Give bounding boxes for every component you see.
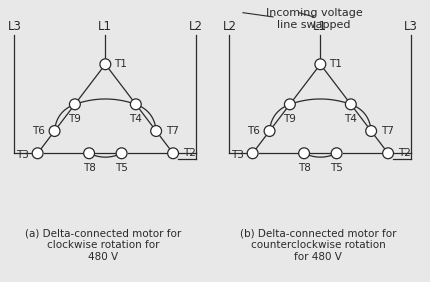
Circle shape: [331, 148, 342, 159]
Circle shape: [130, 99, 141, 110]
Text: T7: T7: [166, 126, 179, 136]
Text: L3: L3: [7, 20, 22, 33]
Text: T1: T1: [114, 59, 127, 69]
Text: T1: T1: [329, 59, 342, 69]
Circle shape: [49, 125, 60, 136]
Text: L1: L1: [313, 20, 327, 33]
Circle shape: [151, 125, 162, 136]
Text: T5: T5: [330, 163, 343, 173]
Circle shape: [70, 99, 80, 110]
Text: T8: T8: [83, 163, 95, 173]
Text: T9: T9: [283, 114, 296, 124]
Text: L2: L2: [222, 20, 236, 33]
Circle shape: [32, 148, 43, 159]
Text: T3: T3: [231, 150, 244, 160]
Text: (b) Delta-connected motor for
counterclockwise rotation
for 480 V: (b) Delta-connected motor for counterclo…: [240, 228, 396, 262]
Circle shape: [116, 148, 127, 159]
Circle shape: [345, 99, 356, 110]
Text: T6: T6: [32, 126, 45, 136]
Circle shape: [383, 148, 393, 159]
Text: T2: T2: [183, 148, 196, 158]
Circle shape: [168, 148, 178, 159]
Circle shape: [366, 125, 377, 136]
Circle shape: [84, 148, 95, 159]
Text: L3: L3: [404, 20, 418, 33]
Text: L1: L1: [98, 20, 112, 33]
Circle shape: [100, 59, 111, 70]
Circle shape: [264, 125, 275, 136]
Text: T5: T5: [115, 163, 128, 173]
Text: Incoming voltage
line swapped: Incoming voltage line swapped: [265, 8, 362, 30]
Text: T8: T8: [298, 163, 310, 173]
Text: T4: T4: [344, 114, 357, 124]
Text: L2: L2: [189, 20, 203, 33]
Text: T6: T6: [247, 126, 260, 136]
Circle shape: [285, 99, 295, 110]
Text: T2: T2: [398, 148, 411, 158]
Circle shape: [315, 59, 326, 70]
Text: T4: T4: [129, 114, 142, 124]
Circle shape: [247, 148, 258, 159]
Text: (a) Delta-connected motor for
clockwise rotation for
480 V: (a) Delta-connected motor for clockwise …: [25, 228, 181, 262]
Text: T3: T3: [16, 150, 29, 160]
Text: T9: T9: [68, 114, 81, 124]
Text: T7: T7: [381, 126, 394, 136]
Circle shape: [299, 148, 310, 159]
